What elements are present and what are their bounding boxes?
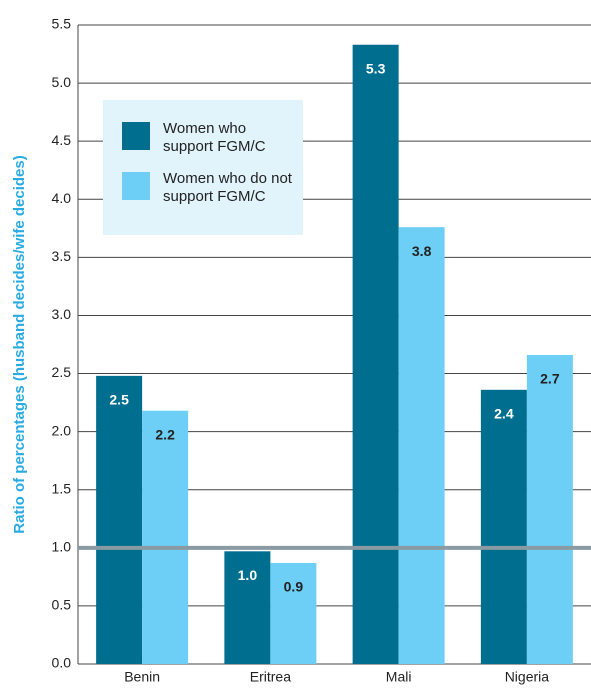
bar [352, 44, 399, 664]
y-tick-label: 4.5 [52, 132, 72, 148]
legend: Women who support FGM/C Women who do not … [103, 100, 303, 235]
legend-label: Women who do not support FGM/C [163, 170, 292, 205]
value-label: 2.5 [109, 392, 129, 408]
bar [224, 551, 271, 664]
y-tick-label: 0.5 [52, 597, 72, 613]
value-label: 2.4 [494, 406, 514, 422]
y-tick-label: 5.5 [52, 16, 72, 32]
legend-label: Women who support FGM/C [163, 120, 266, 155]
y-tick-label: 2.5 [52, 364, 72, 380]
bar [96, 375, 143, 664]
legend-item: Women who do not support FGM/C [122, 170, 293, 206]
y-tick-label: 4.0 [52, 190, 72, 206]
x-tick-label: Nigeria [505, 669, 550, 685]
y-tick-label: 1.5 [52, 480, 72, 496]
x-tick-label: Eritrea [250, 669, 291, 685]
x-tick-label: Benin [124, 669, 160, 685]
value-label: 0.9 [284, 579, 304, 595]
value-label: 5.3 [366, 60, 386, 76]
bar [398, 227, 445, 664]
value-label: 2.2 [155, 426, 175, 442]
legend-item: Women who support FGM/C [122, 120, 293, 156]
value-label: 2.7 [540, 371, 560, 387]
x-tick-label: Mali [386, 669, 412, 685]
bar [270, 562, 317, 664]
y-tick-label: 3.5 [52, 248, 72, 264]
value-label: 3.8 [412, 243, 432, 259]
legend-swatch [122, 172, 150, 200]
bar [142, 410, 189, 664]
y-tick-label: 2.0 [52, 422, 72, 438]
y-tick-label: 3.0 [52, 306, 72, 322]
value-label: 1.0 [238, 567, 258, 583]
bar [480, 389, 527, 664]
y-tick-label: 1.0 [52, 539, 72, 555]
y-axis-label: Ratio of percentages (husband decides/wi… [11, 155, 28, 533]
y-tick-label: 0.0 [52, 655, 72, 671]
y-tick-label: 5.0 [52, 74, 72, 90]
bar [526, 354, 573, 664]
legend-swatch [122, 122, 150, 150]
